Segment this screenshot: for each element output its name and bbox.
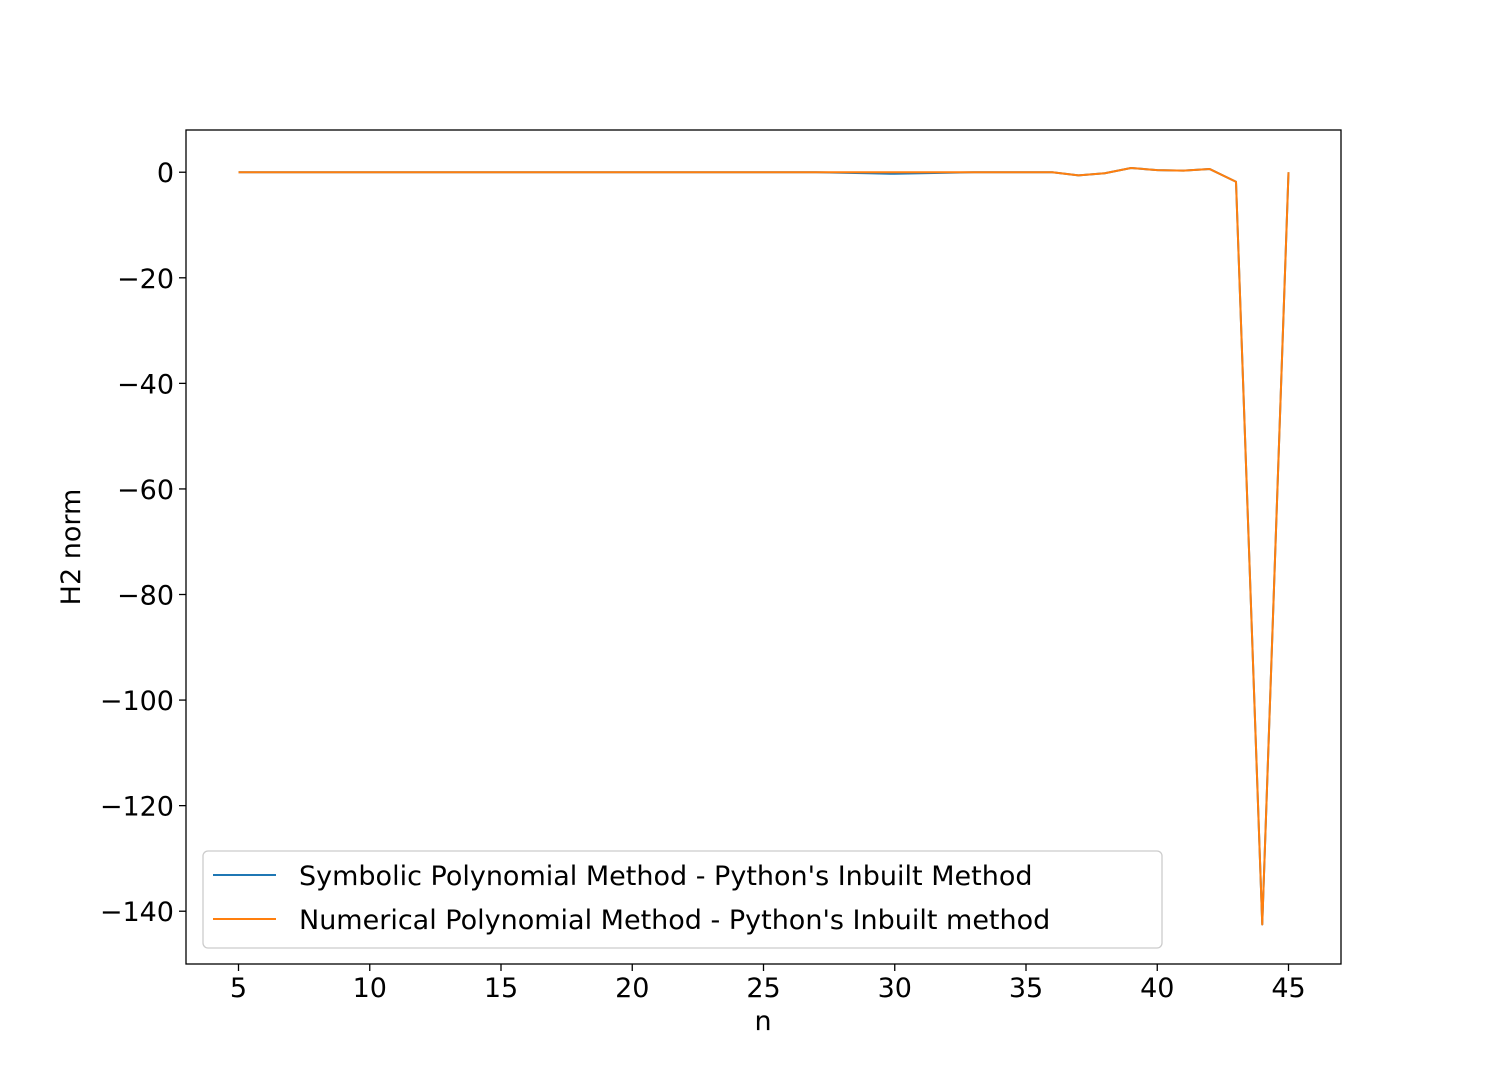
x-tick-label: 45 [1271,973,1305,1004]
y-tick-label: −140 [100,897,174,928]
x-axis-label: n [754,1006,771,1037]
y-tick-label: −100 [100,686,174,717]
x-tick-label: 15 [484,973,518,1004]
series-layer [238,167,1290,926]
y-axis: 0 −20 −40 −60 −80 −100 −120 −140 [100,158,186,928]
x-tick-label: 35 [1009,973,1043,1004]
legend: Symbolic Polynomial Method - Python's In… [202,850,1163,949]
x-tick-label: 40 [1140,973,1174,1004]
y-tick-label: −60 [117,475,174,506]
legend-label-numerical: Numerical Polynomial Method - Python's I… [299,905,1050,936]
legend-box [202,850,1163,949]
y-tick-label: −20 [117,264,174,295]
legend-label-symbolic: Symbolic Polynomial Method - Python's In… [299,861,1032,892]
x-tick-label: 10 [353,973,387,1004]
x-tick-label: 30 [878,973,912,1004]
x-tick-label: 25 [746,973,780,1004]
y-tick-label: 0 [157,158,174,189]
y-axis-label: H2 norm [56,489,87,606]
x-axis: 5 10 15 20 25 30 35 40 45 [230,964,1306,1004]
y-tick-label: −120 [100,792,174,823]
y-tick-label: −40 [117,369,174,400]
series-line-numerical [238,167,1290,926]
x-tick-label: 20 [615,973,649,1004]
x-tick-label: 5 [230,973,247,1004]
y-tick-label: −80 [117,581,174,612]
